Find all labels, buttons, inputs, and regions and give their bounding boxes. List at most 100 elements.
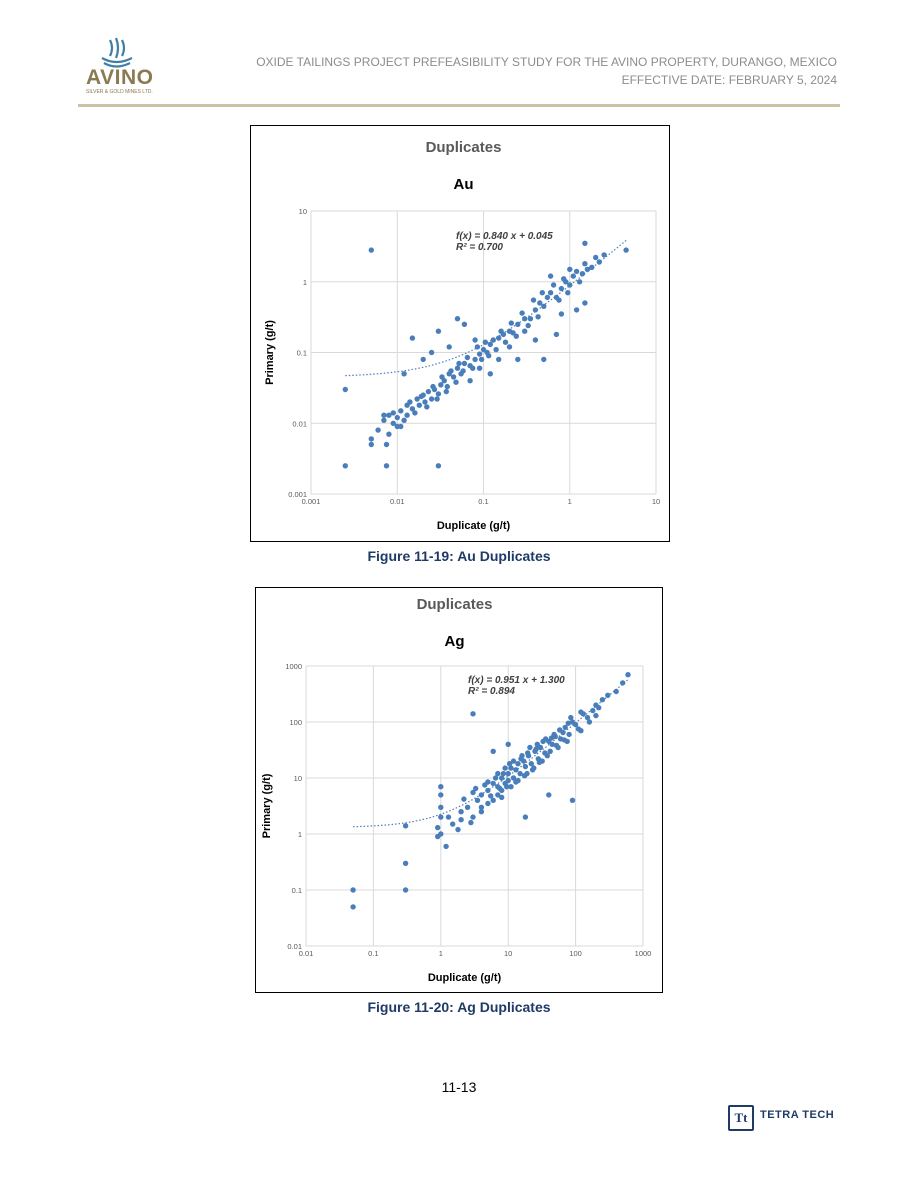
data-point: [464, 354, 471, 361]
data-point: [473, 785, 479, 792]
data-point: [504, 784, 510, 790]
data-point: [505, 741, 511, 747]
data-point: [558, 285, 565, 292]
header-divider: [78, 104, 840, 107]
data-point: [506, 344, 513, 350]
y-tick-label: 0.1: [292, 886, 302, 895]
data-point: [375, 427, 381, 433]
x-tick-label: 0.01: [390, 497, 405, 506]
data-point: [461, 796, 467, 802]
trendline: [345, 240, 627, 377]
data-point: [478, 804, 485, 810]
data-point: [502, 765, 508, 771]
data-point: [573, 307, 580, 313]
data-point: [508, 765, 514, 771]
data-point: [416, 402, 422, 408]
data-point: [550, 282, 557, 288]
data-point: [383, 441, 390, 448]
data-point: [492, 775, 499, 781]
data-point: [623, 247, 629, 253]
data-point: [567, 282, 573, 288]
data-point: [458, 809, 464, 815]
data-point: [590, 707, 596, 714]
data-point: [547, 290, 554, 296]
data-point: [567, 266, 573, 272]
data-point: [448, 368, 454, 374]
data-point: [556, 297, 562, 303]
document-header: OXIDE TAILINGS PROJECT PREFEASIBILITY ST…: [256, 53, 837, 89]
x-tick-label: 0.01: [299, 949, 314, 958]
data-point: [438, 792, 444, 798]
regression-annotation: f(x) = 0.951 x + 1.300: [468, 675, 565, 686]
data-point: [476, 365, 483, 371]
y-tick-label: 1: [298, 830, 302, 839]
data-point: [495, 792, 501, 798]
data-point: [414, 396, 420, 402]
data-point: [445, 814, 452, 820]
x-tick-label: 1000: [635, 949, 652, 958]
data-point: [557, 727, 563, 733]
data-point: [541, 303, 547, 309]
data-point: [580, 711, 586, 717]
data-point: [541, 356, 547, 363]
data-point: [522, 328, 528, 334]
data-point: [386, 412, 392, 418]
data-point: [461, 360, 468, 367]
data-point: [510, 775, 517, 781]
data-point: [478, 792, 485, 798]
data-point: [490, 780, 496, 787]
data-point: [513, 779, 519, 785]
data-point: [434, 396, 440, 402]
data-point: [496, 356, 502, 363]
data-point: [450, 374, 457, 380]
y-tick-label: 10: [294, 774, 302, 783]
data-point: [456, 360, 462, 367]
data-point: [350, 904, 356, 910]
y-tick-label: 0.01: [287, 942, 302, 951]
y-axis-label: Primary (g/t): [261, 773, 273, 838]
data-point: [409, 406, 416, 412]
data-point: [454, 365, 461, 371]
data-point: [528, 761, 534, 767]
y-tick-label: 0.1: [297, 349, 307, 358]
data-point: [443, 843, 449, 850]
chart-subtitle: Au: [454, 176, 474, 193]
data-point: [593, 712, 599, 719]
x-tick-label: 0.1: [368, 949, 378, 958]
ag-duplicates-chart: 0.01 0.1 1 10 100 1000 0.01 0.1 1 10 100 1000 Duplic…: [261, 596, 652, 984]
data-point: [401, 417, 407, 423]
data-point: [422, 399, 428, 405]
data-point: [430, 383, 436, 390]
data-point: [527, 316, 534, 322]
data-point: [535, 314, 541, 320]
data-point: [586, 719, 593, 725]
data-point: [589, 264, 595, 270]
data-point: [450, 821, 456, 827]
data-point: [402, 887, 409, 893]
data-point: [401, 371, 407, 377]
data-point: [510, 330, 516, 336]
data-point: [468, 819, 474, 826]
data-point: [570, 273, 576, 279]
data-point: [544, 753, 550, 759]
data-point: [576, 279, 583, 285]
data-point: [381, 417, 387, 423]
data-point: [368, 441, 374, 448]
data-point: [544, 294, 551, 301]
data-point: [549, 741, 555, 747]
data-point: [470, 814, 476, 820]
data-point: [493, 346, 499, 353]
data-point: [561, 276, 567, 282]
data-point: [464, 804, 471, 810]
y-tick-label: 0.001: [288, 490, 307, 499]
data-point: [444, 383, 450, 390]
data-point: [515, 321, 521, 327]
data-point: [490, 797, 496, 803]
data-point: [398, 408, 404, 414]
data-point: [596, 259, 602, 265]
data-point: [513, 333, 519, 339]
data-point: [472, 337, 478, 343]
data-point: [498, 328, 504, 334]
data-point: [485, 800, 491, 807]
data-point: [350, 887, 356, 893]
